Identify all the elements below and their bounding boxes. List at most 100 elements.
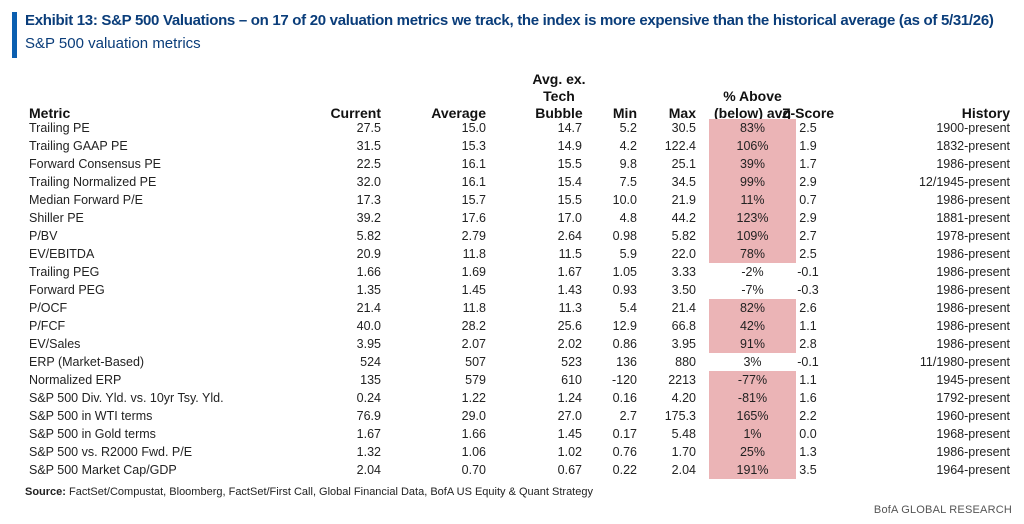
cell-avg-ex-tech-bubble: 523 [561, 355, 582, 369]
cell-avg-ex-tech-bubble: 610 [561, 373, 582, 387]
cell-current: 2.04 [356, 463, 381, 477]
cell-average: 15.3 [461, 139, 486, 153]
table-row: Trailing PE 27.5 15.0 14.7 5.2 30.5 83% 2.5 1900… [0, 119, 1024, 137]
cell-max: 34.5 [671, 175, 696, 189]
cell-current: 1.32 [356, 445, 381, 459]
cell-average: 1.22 [461, 391, 486, 405]
table-row: P/BV 5.82 2.79 2.64 0.98 5.82 109% 2.7 1978-pres… [0, 227, 1024, 245]
table-row: Forward Consensus PE 22.5 16.1 15.5 9.8 25.1 3… [0, 155, 1024, 173]
cell-avg-ex-tech-bubble: 11.3 [558, 301, 582, 315]
cell-avg-ex-tech-bubble: 2.02 [557, 337, 582, 351]
cell-pct-above-below-avg: 165% [709, 407, 796, 425]
cell-avg-ex-tech-bubble: 2.64 [557, 229, 582, 243]
cell-current: 76.9 [356, 409, 381, 423]
table-body: Trailing PE 27.5 15.0 14.7 5.2 30.5 83% 2.5 1900… [0, 119, 1024, 479]
cell-min: 4.2 [619, 139, 637, 153]
cell-max: 66.8 [671, 319, 696, 333]
cell-current: 3.95 [356, 337, 381, 351]
cell-average: 17.6 [461, 211, 486, 225]
brand-label: BofA GLOBAL RESEARCH [873, 504, 1012, 516]
table-row: EV/Sales 3.95 2.07 2.02 0.86 3.95 91% 2.8 1986-p… [0, 335, 1024, 353]
cell-current: 21.4 [356, 301, 381, 315]
cell-pct-above-below-avg: 123% [709, 209, 796, 227]
table-row: ERP (Market-Based) 524 507 523 136 880 3% -0.1 1… [0, 353, 1024, 371]
cell-zscore: 1.7 [799, 157, 817, 171]
cell-current: 1.66 [356, 265, 381, 279]
cell-min: 0.16 [612, 391, 637, 405]
cell-history: 1960-present [936, 409, 1010, 423]
source-note: Source: FactSet/Compustat, Bloomberg, Fa… [25, 486, 593, 498]
cell-history: 1881-present [936, 211, 1010, 225]
cell-history: 1986-present [936, 319, 1010, 333]
cell-average: 507 [465, 355, 486, 369]
cell-history: 1964-present [936, 463, 1010, 477]
cell-min: 0.76 [612, 445, 637, 459]
cell-current: 40.0 [356, 319, 381, 333]
cell-min: -120 [611, 373, 637, 387]
cell-metric: Normalized ERP [29, 373, 122, 387]
table-row: S&P 500 in Gold terms 1.67 1.66 1.45 0.17 5.4… [0, 425, 1024, 443]
table-row: Forward PEG 1.35 1.45 1.43 0.93 3.50 -7% -0.3 19… [0, 281, 1024, 299]
exhibit-subtitle: S&P 500 valuation metrics [25, 35, 201, 52]
cell-min: 5.2 [619, 121, 637, 135]
table-row: Trailing PEG 1.66 1.69 1.67 1.05 3.33 -2% -0.1 1… [0, 263, 1024, 281]
col-header-avg-ex-tech-bubble: Avg. ex. Tech Bubble [524, 71, 594, 122]
cell-current: 22.5 [356, 157, 381, 171]
cell-zscore: 2.5 [799, 121, 817, 135]
cell-pct-above-below-avg: 3% [743, 355, 762, 369]
cell-average: 16.1 [461, 157, 486, 171]
cell-avg-ex-tech-bubble: 27.0 [557, 409, 582, 423]
cell-current: 0.24 [356, 391, 381, 405]
table-row: Normalized ERP 135 579 610 -120 2213 -77% 1.1 19… [0, 371, 1024, 389]
cell-avg-ex-tech-bubble: 0.67 [557, 463, 582, 477]
cell-metric: Shiller PE [29, 211, 84, 225]
cell-metric: S&P 500 Div. Yld. vs. 10yr Tsy. Yld. [29, 391, 224, 405]
cell-pct-above-below-avg: 91% [709, 335, 796, 353]
cell-zscore: 1.1 [799, 373, 817, 387]
cell-zscore: 1.9 [799, 139, 817, 153]
cell-zscore: -0.3 [797, 283, 819, 297]
cell-max: 44.2 [671, 211, 696, 225]
cell-min: 5.4 [619, 301, 637, 315]
cell-pct-above-below-avg: -77% [709, 371, 796, 389]
cell-metric: P/BV [29, 229, 58, 243]
cell-avg-ex-tech-bubble: 17.0 [557, 211, 582, 225]
table-row: Median Forward P/E 17.3 15.7 15.5 10.0 21.9 11… [0, 191, 1024, 209]
col-header-max: Max [668, 105, 696, 121]
cell-pct-above-below-avg: 109% [709, 227, 796, 245]
cell-metric: Forward PEG [29, 283, 105, 297]
cell-history: 1978-present [936, 229, 1010, 243]
cell-metric: Trailing PEG [29, 265, 100, 279]
cell-pct-above-below-avg: 42% [709, 317, 796, 335]
cell-zscore: 1.6 [799, 391, 817, 405]
cell-avg-ex-tech-bubble: 1.45 [557, 427, 582, 441]
cell-zscore: 2.6 [799, 301, 817, 315]
cell-history: 1986-present [936, 283, 1010, 297]
cell-zscore: 2.7 [799, 229, 817, 243]
cell-min: 0.17 [612, 427, 637, 441]
cell-current: 17.3 [356, 193, 381, 207]
cell-average: 2.79 [461, 229, 486, 243]
cell-average: 1.06 [461, 445, 486, 459]
cell-average: 15.0 [461, 121, 486, 135]
cell-average: 29.0 [461, 409, 486, 423]
col-header-metric: Metric [29, 105, 71, 121]
cell-max: 4.20 [671, 391, 696, 405]
col-header-history: History [961, 105, 1010, 121]
cell-average: 11.8 [462, 247, 486, 261]
table-row: S&P 500 in WTI terms 76.9 29.0 27.0 2.7 175.3… [0, 407, 1024, 425]
cell-max: 3.50 [671, 283, 696, 297]
cell-min: 7.5 [619, 175, 637, 189]
cell-current: 1.67 [356, 427, 381, 441]
cell-avg-ex-tech-bubble: 1.43 [557, 283, 582, 297]
cell-average: 1.69 [461, 265, 486, 279]
col-header-pct-above-below-avg: % Above (below) avg [709, 88, 796, 122]
col-header-avg-ex-line3: Bubble [535, 105, 583, 121]
cell-metric: Trailing Normalized PE [29, 175, 157, 189]
cell-history: 12/1945-present [918, 175, 1010, 189]
cell-min: 136 [616, 355, 637, 369]
cell-avg-ex-tech-bubble: 1.02 [557, 445, 582, 459]
table-row: P/OCF 21.4 11.8 11.3 5.4 21.4 82% 2.6 1986-prese… [0, 299, 1024, 317]
cell-current: 31.5 [356, 139, 381, 153]
cell-max: 21.9 [671, 193, 696, 207]
